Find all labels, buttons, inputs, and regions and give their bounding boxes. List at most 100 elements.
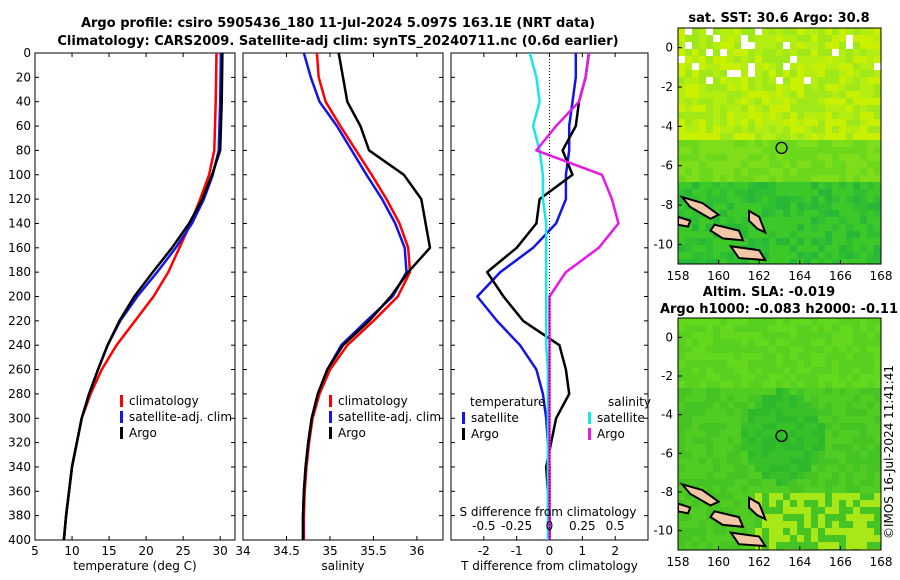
heatmap-cell — [692, 465, 699, 472]
heatmap-cell — [727, 542, 734, 549]
heatmap-cell — [797, 112, 804, 119]
heatmap-cell — [741, 479, 748, 486]
heatmap-cell — [699, 542, 706, 549]
heatmap-cell — [804, 203, 811, 210]
heatmap-cell — [797, 458, 804, 465]
heatmap-cell — [713, 339, 720, 346]
heatmap-cell — [713, 105, 720, 112]
heatmap-cell — [783, 182, 790, 189]
heatmap-cell — [811, 325, 818, 332]
heatmap-cell — [776, 472, 783, 479]
heatmap-cell — [699, 381, 706, 388]
heatmap-cell — [790, 486, 797, 493]
heatmap-cell — [874, 126, 881, 133]
land-island — [679, 195, 721, 220]
latitude-tick-label: 0 — [665, 41, 673, 55]
depth-tick-label: 120 — [8, 192, 31, 206]
heatmap-cell — [720, 252, 727, 259]
heatmap-cell — [713, 423, 720, 430]
heatmap-cell — [797, 409, 804, 416]
heatmap-cell — [860, 430, 867, 437]
heatmap-cell — [769, 28, 776, 35]
heatmap-cell — [734, 542, 741, 549]
heatmap-cell — [825, 147, 832, 154]
heatmap-cell — [797, 444, 804, 451]
heatmap-cell — [867, 542, 874, 549]
heatmap-cell — [811, 535, 818, 542]
heatmap-cell — [874, 528, 881, 535]
heatmap-cell — [685, 259, 692, 264]
heatmap-cell — [720, 77, 727, 84]
heatmap-cell — [685, 231, 692, 238]
heatmap-cell — [874, 49, 881, 56]
heatmap-cell — [832, 430, 839, 437]
heatmap-cell — [727, 332, 734, 339]
heatmap-cell — [706, 423, 713, 430]
heatmap-cell — [762, 49, 769, 56]
heatmap-cell — [867, 493, 874, 500]
heatmap-cell — [874, 112, 881, 119]
heatmap-cell — [748, 360, 755, 367]
heatmap-cell — [713, 28, 720, 35]
sst_map-title: sat. SST: 30.6 Argo: 30.8 — [688, 11, 869, 26]
heatmap-cell — [783, 423, 790, 430]
heatmap-cell — [755, 381, 762, 388]
heatmap-cell — [741, 325, 748, 332]
heatmap-cell — [720, 210, 727, 217]
heatmap-cell — [762, 437, 769, 444]
heatmap-cell — [811, 252, 818, 259]
heatmap-cell — [769, 416, 776, 423]
heatmap-cell — [874, 203, 881, 210]
latitude-tick-label: -10 — [653, 524, 673, 538]
heatmap-cell — [706, 84, 713, 91]
heatmap-cell — [783, 252, 790, 259]
heatmap-cell — [860, 252, 867, 259]
heatmap-cell — [776, 196, 783, 203]
heatmap-cell — [825, 189, 832, 196]
heatmap-cell — [734, 224, 741, 231]
heatmap-cell — [769, 458, 776, 465]
heatmap-cell — [692, 105, 699, 112]
heatmap-cell — [776, 416, 783, 423]
heatmap-cell — [804, 63, 811, 70]
heatmap-cell — [685, 325, 692, 332]
heatmap-cell — [839, 245, 846, 252]
heatmap-cell — [776, 423, 783, 430]
heatmap-cell — [692, 161, 699, 168]
heatmap-cell — [692, 339, 699, 346]
heatmap-cell — [741, 395, 748, 402]
heatmap-cell — [818, 252, 825, 259]
heatmap-cell — [741, 112, 748, 119]
salinity-xtick-label: 36 — [409, 544, 424, 558]
heatmap-cell — [832, 147, 839, 154]
heatmap-cell — [797, 210, 804, 217]
heatmap-cell — [804, 98, 811, 105]
heatmap-cell — [678, 245, 685, 252]
heatmap-cell — [839, 70, 846, 77]
heatmap-cell — [860, 332, 867, 339]
heatmap-cell — [720, 472, 727, 479]
heatmap-cell — [748, 402, 755, 409]
heatmap-cell — [783, 528, 790, 535]
depth-tick-label: 320 — [8, 436, 31, 450]
heatmap-cell — [783, 493, 790, 500]
heatmap-cell — [853, 63, 860, 70]
heatmap-cell — [692, 147, 699, 154]
heatmap-cell — [776, 217, 783, 224]
heatmap-cell — [727, 91, 734, 98]
heatmap-cell — [706, 175, 713, 182]
heatmap-cell — [741, 49, 748, 56]
heatmap-cell — [727, 507, 734, 514]
heatmap-cell — [748, 437, 755, 444]
heatmap-cell — [678, 231, 685, 238]
sla_map-title: Altim. SLA: -0.019 — [703, 285, 835, 300]
heatmap-cell — [678, 42, 685, 49]
heatmap-cell — [755, 140, 762, 147]
heatmap-cell — [874, 388, 881, 395]
heatmap-cell — [846, 203, 853, 210]
heatmap-cell — [692, 332, 699, 339]
heatmap-cell — [818, 388, 825, 395]
heatmap-cell — [734, 28, 741, 35]
heatmap-cell — [818, 217, 825, 224]
heatmap-cell — [685, 35, 692, 42]
